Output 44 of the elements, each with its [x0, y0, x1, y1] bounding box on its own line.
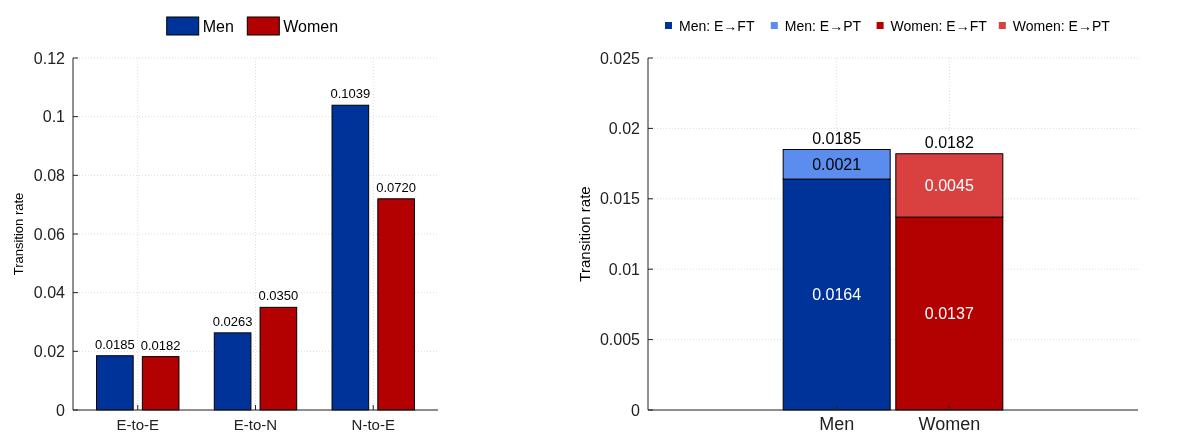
- x-tick-label: E-to-E: [116, 416, 160, 433]
- y-tick-label: 0.025: [599, 49, 641, 67]
- legend-label: Men: E→FT: [679, 17, 755, 34]
- x-tick-label: E-to-N: [233, 416, 278, 433]
- data-label: 0.0182: [140, 337, 181, 353]
- bar: [141, 356, 180, 411]
- bar: [331, 104, 370, 411]
- y-tick-label: 0.02: [33, 342, 66, 360]
- y-tick-label: 0.06: [33, 225, 66, 243]
- bar: [213, 332, 252, 411]
- bar: [96, 355, 134, 411]
- data-label: 0.0720: [376, 179, 417, 195]
- data-label: 0.0137: [924, 305, 974, 323]
- x-tick-label: Men: [819, 414, 855, 434]
- total-label: 0.0182: [924, 133, 974, 151]
- data-label: 0.0185: [94, 336, 135, 352]
- y-tick-label: 0.04: [33, 284, 66, 302]
- y-tick-label: 0: [56, 401, 66, 419]
- y-tick-label: 0.015: [599, 190, 641, 208]
- legend-label: Men: E→PT: [784, 17, 862, 34]
- y-tick-label: 0.1: [42, 108, 66, 126]
- legend-label: Women: E→FT: [890, 17, 988, 34]
- legend-label: Women: E→PT: [1012, 17, 1111, 34]
- data-label: 0.1039: [330, 86, 371, 102]
- total-label: 0.0185: [812, 129, 862, 147]
- data-label: 0.0021: [812, 155, 862, 173]
- y-tick-label: 0.12: [33, 49, 66, 67]
- data-label: 0.0164: [812, 286, 862, 304]
- y-axis-title: Transition rate: [11, 192, 26, 276]
- y-tick-label: 0: [631, 401, 641, 419]
- legend-label: Men: [202, 17, 234, 35]
- y-tick-label: 0.01: [608, 260, 641, 278]
- y-axis-title: Transition rate: [576, 186, 593, 282]
- legend-label: Women: [283, 17, 339, 35]
- data-label: 0.0263: [212, 313, 253, 329]
- data-label: 0.0045: [924, 177, 974, 195]
- data-label: 0.0350: [258, 288, 299, 304]
- x-tick-label: N-to-E: [351, 416, 395, 433]
- x-tick-label: Women: [918, 414, 981, 434]
- bar: [377, 198, 415, 411]
- y-tick-label: 0.02: [608, 120, 641, 137]
- y-tick-label: 0.08: [33, 166, 66, 184]
- y-tick-label: 0.005: [599, 331, 641, 349]
- bar: [259, 306, 298, 411]
